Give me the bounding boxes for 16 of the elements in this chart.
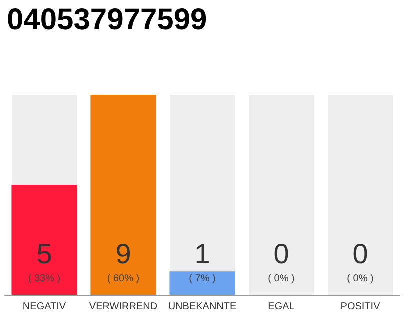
x-tick-label: EGAL [268, 302, 296, 312]
data-label: ( 0% ) [347, 274, 374, 284]
x-tick-label: VERWIRREND [89, 302, 158, 312]
chart-title: 040537977599 [7, 4, 208, 36]
annotation: 0 [274, 238, 290, 270]
x-tick-label: NEGATIV [22, 302, 66, 312]
x-tick-label: UNBEKANNTE [168, 302, 237, 312]
data-label: ( 60% ) [107, 274, 140, 284]
x-tick-label: POSITIV [340, 302, 381, 312]
annotation: 9 [116, 238, 132, 270]
data-label: ( 0% ) [268, 274, 295, 284]
annotation: 1 [194, 238, 210, 270]
data-label: ( 33% ) [28, 274, 61, 284]
annotation: 5 [36, 238, 52, 270]
annotation: 0 [352, 238, 368, 270]
data-label: ( 7% ) [189, 274, 216, 284]
